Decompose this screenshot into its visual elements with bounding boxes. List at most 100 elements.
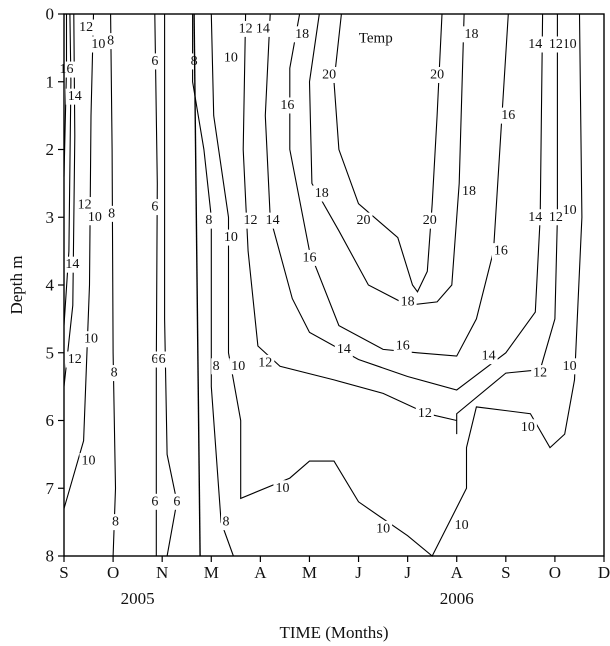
contour-label-background xyxy=(334,341,353,358)
contour-label-10: 10 xyxy=(82,331,100,348)
y-tick-label: 8 xyxy=(46,547,55,566)
contour-label-10: 10 xyxy=(221,229,240,246)
x-tick-label: O xyxy=(549,563,561,582)
contour-label-text: 16 xyxy=(501,108,515,123)
y-tick-label: 7 xyxy=(46,479,55,498)
contour-label-text: 14 xyxy=(528,210,542,225)
contour-label-14: 14 xyxy=(63,256,82,273)
contour-label-18: 18 xyxy=(460,183,478,200)
contour-label-text: 6 xyxy=(159,352,166,367)
contour-label-background xyxy=(420,212,439,229)
contour-label-background xyxy=(211,358,222,375)
contour-label-14: 14 xyxy=(334,341,353,358)
contour-label-text: 18 xyxy=(295,27,309,42)
contour-label-background xyxy=(82,331,100,348)
contour-label-text: 6 xyxy=(173,494,180,509)
contour-label-text: 10 xyxy=(563,37,577,52)
contour-label-background xyxy=(221,514,231,531)
contour-label-background xyxy=(149,53,160,70)
y-axis: 0 1 2 3 4 5 6 7 8 xyxy=(46,5,64,566)
contour-label-10: 10 xyxy=(560,358,579,375)
contour-label-background xyxy=(110,514,121,531)
contour-label-background xyxy=(109,365,120,382)
contour-line-16-11 xyxy=(289,13,509,357)
contour-label-text: 10 xyxy=(224,51,238,66)
contour-label-text: 8 xyxy=(111,366,118,381)
contour-label-text: 12 xyxy=(79,20,93,35)
contour-label-background xyxy=(300,249,319,266)
contour-label-background xyxy=(462,26,481,43)
x-tick-label: S xyxy=(59,563,68,582)
contour-label-text: 12 xyxy=(239,21,253,36)
x-tick-label: D xyxy=(598,563,610,582)
contour-label-8: 8 xyxy=(109,365,120,382)
contour-label-18: 18 xyxy=(398,293,417,310)
contour-label-text: 10 xyxy=(521,420,535,435)
contour-label-background xyxy=(85,209,104,226)
x-tick-label: S xyxy=(501,563,510,582)
contour-label-12: 12 xyxy=(256,354,275,371)
contour-label-background xyxy=(221,229,240,246)
contour-label-12: 12 xyxy=(546,209,565,226)
contour-label-6: 6 xyxy=(149,351,160,368)
contour-label-background xyxy=(415,405,434,422)
contour-label-12: 12 xyxy=(241,212,260,229)
contour-label-background xyxy=(354,212,373,229)
contour-label-20: 20 xyxy=(428,66,447,83)
contour-label-text: 10 xyxy=(91,37,105,52)
contour-label-background xyxy=(203,212,214,229)
contour-line-20-13 xyxy=(333,13,443,293)
contour-label-text: 10 xyxy=(275,481,289,496)
plot-frame xyxy=(63,13,605,557)
contour-label-background xyxy=(63,256,82,273)
contour-label-20: 20 xyxy=(354,212,373,229)
contour-label-text: 18 xyxy=(462,184,476,199)
contour-label-12: 12 xyxy=(546,36,565,53)
contour-label-background xyxy=(499,107,518,124)
contour-label-16: 16 xyxy=(491,243,510,260)
contour-label-text: 14 xyxy=(337,342,351,357)
contour-label-text: 10 xyxy=(563,359,577,374)
contour-label-12: 12 xyxy=(75,197,94,214)
contour-lines xyxy=(63,13,583,557)
contour-label-background xyxy=(273,480,292,497)
contour-label-background xyxy=(157,351,168,368)
x-axis-label: TIME (Months) xyxy=(279,623,388,642)
year-labels: 2005 2006 xyxy=(121,589,474,608)
contour-label-text: 12 xyxy=(68,352,82,367)
contour-label-background xyxy=(518,419,537,436)
contour-label-background xyxy=(526,209,545,226)
contour-label-background xyxy=(149,351,160,368)
year-label: 2005 xyxy=(121,589,155,608)
contour-label-14: 14 xyxy=(526,209,545,226)
contour-label-text: 8 xyxy=(223,515,230,530)
gap-marker-line xyxy=(193,13,201,557)
contour-label-background xyxy=(171,493,182,510)
contour-label-text: 12 xyxy=(549,37,563,52)
contour-label-background xyxy=(320,66,339,83)
contour-label-10: 10 xyxy=(79,453,98,470)
contour-label-text: 14 xyxy=(482,349,496,364)
contour-label-text: 10 xyxy=(82,454,96,469)
contour-line-10-8 xyxy=(210,13,583,557)
contour-label-8: 8 xyxy=(221,514,231,531)
contour-label-background xyxy=(75,197,94,214)
contour-label-text: 8 xyxy=(112,515,119,530)
contour-label-12: 12 xyxy=(531,365,550,382)
contour-label-text: 20 xyxy=(423,213,437,228)
contour-label-text: 6 xyxy=(151,200,158,215)
contour-label-background xyxy=(105,33,116,50)
contour-label-18: 18 xyxy=(293,26,312,43)
contour-label-18: 18 xyxy=(312,185,331,202)
contour-label-14: 14 xyxy=(65,88,84,105)
contour-label-background xyxy=(531,365,550,382)
contour-label-background xyxy=(312,185,331,202)
contour-label-8: 8 xyxy=(110,514,121,531)
contour-label-background xyxy=(256,354,275,371)
contour-label-background xyxy=(77,19,96,36)
contour-label-text: 18 xyxy=(464,27,478,42)
contour-label-text: 10 xyxy=(88,210,102,225)
x-tick-label: N xyxy=(156,563,168,582)
contour-label-background xyxy=(236,20,255,37)
